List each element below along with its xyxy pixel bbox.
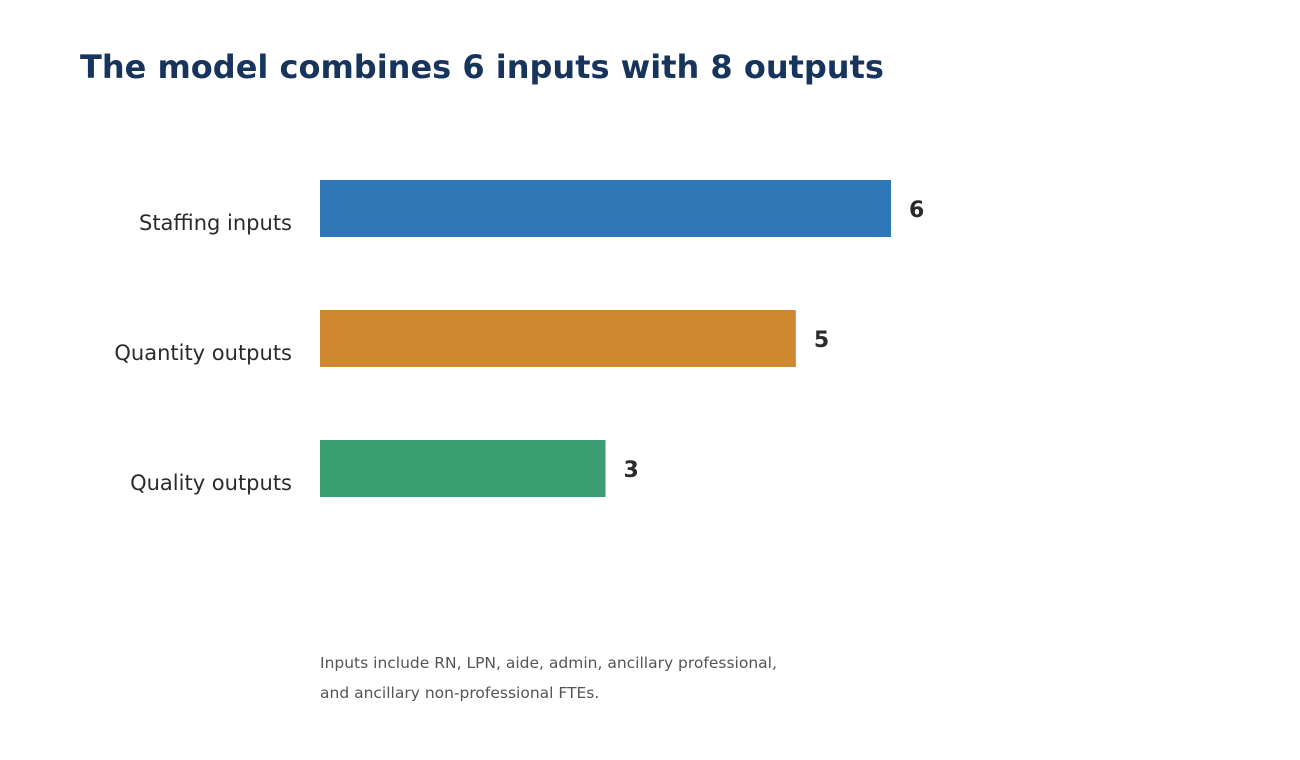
footnote-line-2: and ancillary non-professional FTEs. [320,684,600,702]
value-label-staffing-inputs: 6 [909,198,924,223]
value-label-quality-outputs: 3 [624,458,639,483]
value-label-quantity-outputs: 5 [814,328,829,353]
bar-quantity-outputs [320,310,796,367]
category-label-quality-outputs: Quality outputs [130,471,292,495]
bar-quality-outputs [320,440,606,497]
bar-staffing-inputs [320,180,891,237]
category-label-staffing-inputs: Staffing inputs [139,211,292,235]
footnote-line-1: Inputs include RN, LPN, aide, admin, anc… [320,654,777,672]
category-label-quantity-outputs: Quantity outputs [114,341,292,365]
footnote: Inputs include RN, LPN, aide, admin, anc… [320,648,880,708]
chart-title: The model combines 6 inputs with 8 outpu… [80,48,884,86]
